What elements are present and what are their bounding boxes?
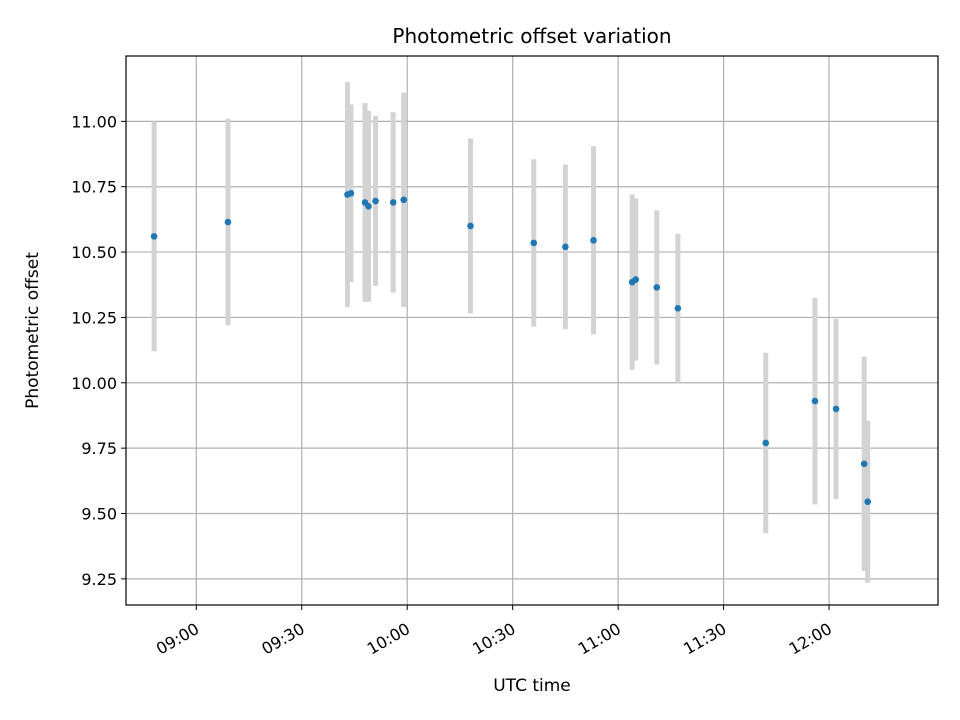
data-point <box>562 243 569 251</box>
data-point <box>674 304 682 312</box>
data-point <box>389 199 397 206</box>
data-point <box>632 276 639 283</box>
data-point <box>811 397 819 405</box>
y-tick-label: 10.00 <box>71 374 117 393</box>
data-point <box>864 498 871 506</box>
data-point <box>347 189 355 197</box>
x-tick-label: 11:00 <box>575 619 624 659</box>
chart-title: Photometric offset variation <box>392 24 671 48</box>
data-point <box>530 239 538 247</box>
plot-frame <box>125 55 939 606</box>
x-tick-label: 10:00 <box>364 619 413 659</box>
y-tick-label: 10.75 <box>71 178 117 197</box>
x-tick-label: 10:30 <box>469 619 518 659</box>
data-point <box>832 405 840 413</box>
x-tick-layer: 09:00 09:30 10:00 10:30 11:00 11:30 12:00 <box>153 605 835 659</box>
data-point <box>467 222 474 230</box>
y-tick-label: 9.25 <box>81 570 117 589</box>
y-tick-layer: 9.25 9.50 9.75 10.00 10.25 10.50 10.75 11.00 <box>71 112 126 589</box>
x-tick-label: 09:30 <box>258 619 307 659</box>
data-point <box>400 196 407 204</box>
errorbar-layer <box>151 82 871 583</box>
data-point <box>372 197 379 205</box>
data-point <box>150 233 158 240</box>
x-axis-title: UTC time <box>493 676 571 696</box>
point-layer <box>150 189 871 506</box>
y-tick-label: 10.25 <box>71 308 117 327</box>
data-point <box>860 460 868 468</box>
data-point <box>590 237 597 244</box>
x-tick-label: 12:00 <box>786 619 835 659</box>
data-point <box>224 218 232 226</box>
x-tick-label: 09:00 <box>153 619 202 659</box>
x-tick-label: 11:30 <box>680 619 729 659</box>
data-point <box>365 203 372 210</box>
y-tick-label: 9.75 <box>81 439 117 458</box>
data-point <box>653 284 661 291</box>
y-tick-label: 11.00 <box>71 112 117 131</box>
y-axis-title: Photometric offset <box>23 252 43 409</box>
y-tick-label: 10.50 <box>71 243 117 262</box>
data-point <box>762 439 770 447</box>
y-tick-label: 9.50 <box>81 505 117 524</box>
